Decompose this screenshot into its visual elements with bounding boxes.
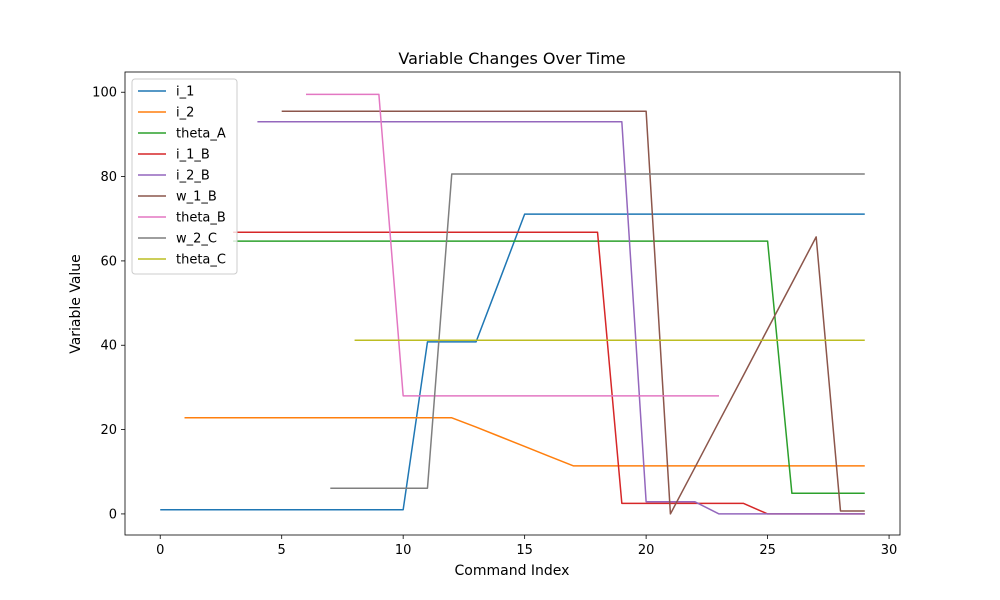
y-tick-label: 40 [100, 339, 117, 354]
legend-box [131, 78, 238, 275]
legend-label-i_1: i_1 [176, 85, 194, 100]
legend-label-i_1_B: i_1_B [176, 148, 210, 163]
legend-label-theta_B: theta_B [176, 211, 226, 226]
series-line-w_1_B [281, 110, 865, 515]
legend-label-theta_A: theta_A [176, 127, 226, 142]
plot-area: 0 5 10 15 20 25 30 0 20 40 60 80 100 i_1 i_2 theta_A i_1… [92, 71, 901, 558]
series-line-i_1 [160, 213, 865, 511]
series-line-w_2_C [330, 173, 865, 489]
series-line-theta_B [306, 93, 719, 397]
series-line-i_1_B [233, 231, 865, 515]
y-tick-label: 20 [100, 423, 117, 438]
legend-label-w_1_B: w_1_B [176, 190, 217, 205]
y-tick-label: 80 [100, 170, 117, 185]
x-tick-label: 20 [638, 543, 655, 558]
y-tick-label: 0 [109, 507, 117, 522]
x-axis-label: Command Index [455, 563, 570, 579]
legend-label-i_2_B: i_2_B [176, 169, 210, 184]
plot-frame [124, 71, 901, 536]
chart-title: Variable Changes Over Time [398, 49, 625, 68]
x-tick-label: 30 [881, 543, 898, 558]
x-tick-label: 25 [759, 543, 776, 558]
series-line-i_2_B [257, 121, 865, 515]
legend-label-theta_C: theta_C [176, 253, 226, 268]
x-tick-label: 10 [395, 543, 412, 558]
y-tick-label: 60 [100, 254, 117, 269]
x-tick-label: 0 [156, 543, 164, 558]
series-line-theta_A [233, 240, 865, 494]
x-tick-label: 15 [516, 543, 533, 558]
x-tick-label: 5 [278, 543, 286, 558]
legend-label-w_2_C: w_2_C [176, 232, 217, 247]
series-line-i_2 [184, 417, 865, 467]
y-tick-label: 100 [92, 86, 117, 101]
y-axis-label: Variable Value [68, 254, 84, 354]
legend-label-i_2: i_2 [176, 106, 194, 121]
